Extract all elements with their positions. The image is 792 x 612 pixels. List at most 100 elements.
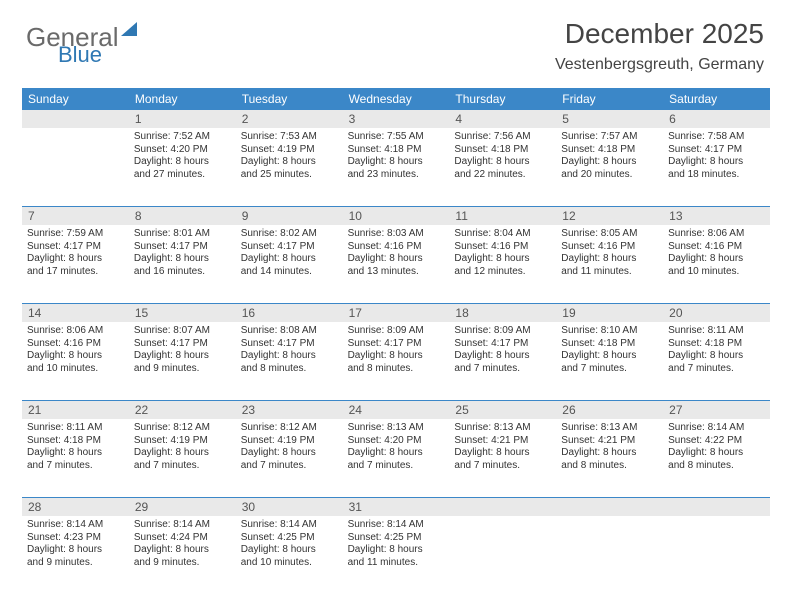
sunrise-text: Sunrise: 8:01 AM	[134, 228, 231, 241]
sunrise-text: Sunrise: 7:57 AM	[561, 131, 658, 144]
day-number: 24	[343, 401, 450, 419]
sunrise-text: Sunrise: 8:06 AM	[668, 228, 765, 241]
sunrise-text: Sunrise: 8:03 AM	[348, 228, 445, 241]
day-number-row: 14151617181920	[22, 303, 770, 322]
day-cell	[663, 516, 770, 594]
sunrise-text: Sunrise: 8:09 AM	[348, 325, 445, 338]
day-number: 8	[129, 207, 236, 225]
sunset-text: Sunset: 4:18 PM	[668, 338, 765, 351]
logo-line2: Blue	[58, 42, 102, 68]
day-cell: Sunrise: 7:59 AMSunset: 4:17 PMDaylight:…	[22, 225, 129, 303]
dl2-text: and 7 minutes.	[454, 460, 551, 473]
sunrise-text: Sunrise: 8:08 AM	[241, 325, 338, 338]
day-number: 9	[236, 207, 343, 225]
weekday-header: Monday	[129, 88, 236, 110]
week-row: Sunrise: 8:14 AMSunset: 4:23 PMDaylight:…	[22, 516, 770, 594]
dl1-text: Daylight: 8 hours	[241, 253, 338, 266]
sunrise-text: Sunrise: 8:14 AM	[27, 519, 124, 532]
dl2-text: and 22 minutes.	[454, 169, 551, 182]
day-number: 3	[343, 110, 450, 128]
day-number: 13	[663, 207, 770, 225]
sunset-text: Sunset: 4:17 PM	[27, 241, 124, 254]
day-number	[449, 498, 556, 516]
sunrise-text: Sunrise: 8:14 AM	[134, 519, 231, 532]
day-cell: Sunrise: 8:07 AMSunset: 4:17 PMDaylight:…	[129, 322, 236, 400]
sunset-text: Sunset: 4:18 PM	[454, 144, 551, 157]
sunset-text: Sunset: 4:17 PM	[134, 241, 231, 254]
sunset-text: Sunset: 4:19 PM	[241, 435, 338, 448]
dl1-text: Daylight: 8 hours	[27, 544, 124, 557]
sunset-text: Sunset: 4:22 PM	[668, 435, 765, 448]
dl2-text: and 12 minutes.	[454, 266, 551, 279]
sunrise-text: Sunrise: 8:10 AM	[561, 325, 658, 338]
weekday-header: Thursday	[449, 88, 556, 110]
sunrise-text: Sunrise: 8:12 AM	[241, 422, 338, 435]
calendar: Sunday Monday Tuesday Wednesday Thursday…	[22, 88, 770, 594]
day-cell: Sunrise: 8:14 AMSunset: 4:22 PMDaylight:…	[663, 419, 770, 497]
day-number: 14	[22, 304, 129, 322]
day-number: 16	[236, 304, 343, 322]
dl2-text: and 7 minutes.	[27, 460, 124, 473]
dl2-text: and 14 minutes.	[241, 266, 338, 279]
dl2-text: and 10 minutes.	[668, 266, 765, 279]
dl1-text: Daylight: 8 hours	[561, 350, 658, 363]
dl1-text: Daylight: 8 hours	[134, 253, 231, 266]
day-cell	[22, 128, 129, 206]
dl1-text: Daylight: 8 hours	[668, 253, 765, 266]
day-cell: Sunrise: 8:09 AMSunset: 4:17 PMDaylight:…	[343, 322, 450, 400]
dl2-text: and 9 minutes.	[27, 557, 124, 570]
day-cell: Sunrise: 8:12 AMSunset: 4:19 PMDaylight:…	[236, 419, 343, 497]
sunset-text: Sunset: 4:18 PM	[348, 144, 445, 157]
sunset-text: Sunset: 4:21 PM	[561, 435, 658, 448]
dl2-text: and 8 minutes.	[561, 460, 658, 473]
day-cell: Sunrise: 8:14 AMSunset: 4:25 PMDaylight:…	[343, 516, 450, 594]
day-number: 5	[556, 110, 663, 128]
page-title: December 2025	[565, 18, 764, 50]
dl1-text: Daylight: 8 hours	[668, 447, 765, 460]
sunset-text: Sunset: 4:17 PM	[241, 241, 338, 254]
dl1-text: Daylight: 8 hours	[241, 156, 338, 169]
dl2-text: and 10 minutes.	[27, 363, 124, 376]
day-number: 28	[22, 498, 129, 516]
dl1-text: Daylight: 8 hours	[561, 253, 658, 266]
day-number: 25	[449, 401, 556, 419]
dl1-text: Daylight: 8 hours	[348, 253, 445, 266]
sunrise-text: Sunrise: 8:14 AM	[348, 519, 445, 532]
sunrise-text: Sunrise: 8:13 AM	[348, 422, 445, 435]
day-cell: Sunrise: 7:55 AMSunset: 4:18 PMDaylight:…	[343, 128, 450, 206]
dl1-text: Daylight: 8 hours	[241, 544, 338, 557]
day-number: 21	[22, 401, 129, 419]
sunset-text: Sunset: 4:19 PM	[134, 435, 231, 448]
week-row: Sunrise: 8:11 AMSunset: 4:18 PMDaylight:…	[22, 419, 770, 497]
dl1-text: Daylight: 8 hours	[454, 447, 551, 460]
dl1-text: Daylight: 8 hours	[348, 447, 445, 460]
day-cell: Sunrise: 8:11 AMSunset: 4:18 PMDaylight:…	[22, 419, 129, 497]
day-number-row: 123456	[22, 110, 770, 128]
day-cell: Sunrise: 8:14 AMSunset: 4:24 PMDaylight:…	[129, 516, 236, 594]
dl2-text: and 8 minutes.	[348, 363, 445, 376]
weekday-header: Tuesday	[236, 88, 343, 110]
day-cell: Sunrise: 8:14 AMSunset: 4:25 PMDaylight:…	[236, 516, 343, 594]
day-number: 23	[236, 401, 343, 419]
sunrise-text: Sunrise: 8:04 AM	[454, 228, 551, 241]
day-cell: Sunrise: 8:09 AMSunset: 4:17 PMDaylight:…	[449, 322, 556, 400]
sunset-text: Sunset: 4:17 PM	[134, 338, 231, 351]
sunrise-text: Sunrise: 8:02 AM	[241, 228, 338, 241]
sunrise-text: Sunrise: 8:05 AM	[561, 228, 658, 241]
dl1-text: Daylight: 8 hours	[668, 156, 765, 169]
dl2-text: and 20 minutes.	[561, 169, 658, 182]
day-number: 11	[449, 207, 556, 225]
day-number: 2	[236, 110, 343, 128]
sunset-text: Sunset: 4:16 PM	[348, 241, 445, 254]
weekday-header: Saturday	[663, 88, 770, 110]
dl2-text: and 16 minutes.	[134, 266, 231, 279]
day-cell: Sunrise: 8:13 AMSunset: 4:21 PMDaylight:…	[556, 419, 663, 497]
dl1-text: Daylight: 8 hours	[561, 447, 658, 460]
dl2-text: and 27 minutes.	[134, 169, 231, 182]
day-cell: Sunrise: 8:05 AMSunset: 4:16 PMDaylight:…	[556, 225, 663, 303]
day-cell: Sunrise: 8:06 AMSunset: 4:16 PMDaylight:…	[663, 225, 770, 303]
dl1-text: Daylight: 8 hours	[134, 156, 231, 169]
day-cell	[449, 516, 556, 594]
dl2-text: and 7 minutes.	[454, 363, 551, 376]
day-number-row: 21222324252627	[22, 400, 770, 419]
